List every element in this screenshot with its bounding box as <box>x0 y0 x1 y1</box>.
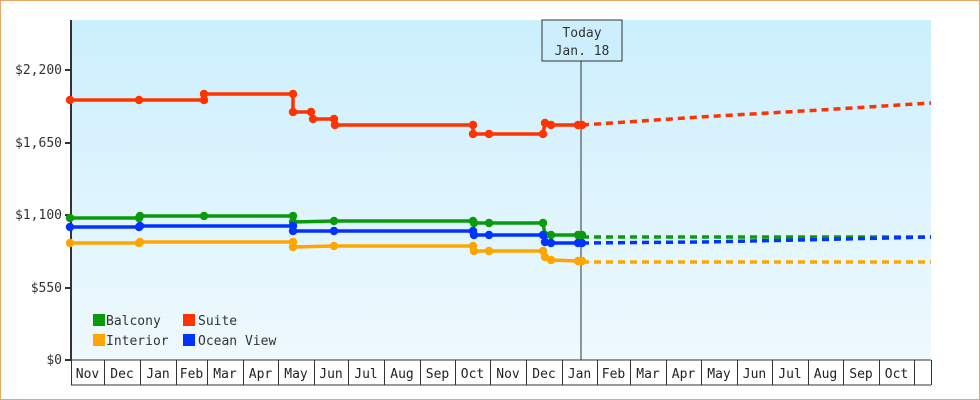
month-label: Dec <box>532 367 555 382</box>
data-point[interactable] <box>65 238 75 248</box>
data-point[interactable] <box>306 107 316 117</box>
month-label: Mar <box>213 367 237 382</box>
month-label: Oct <box>461 367 484 382</box>
month-label: Jan <box>568 367 591 382</box>
data-point[interactable] <box>468 129 478 139</box>
legend-label-balcony: Balcony <box>106 314 161 329</box>
data-point[interactable] <box>546 255 556 265</box>
month-label: Feb <box>602 367 626 382</box>
today-label-line1: Today <box>562 26 601 41</box>
data-point[interactable] <box>538 129 548 139</box>
y-tick-label: $2,200 <box>15 63 62 78</box>
today-marker: Today Jan. 18 <box>541 19 623 360</box>
data-point[interactable] <box>288 242 298 252</box>
data-point[interactable] <box>134 95 144 105</box>
data-point[interactable] <box>329 226 339 236</box>
data-point[interactable] <box>199 95 209 105</box>
legend-swatch-interior <box>93 334 105 346</box>
data-point[interactable] <box>538 218 548 228</box>
month-label: Jan <box>146 367 169 382</box>
today-label-box <box>541 19 623 62</box>
series-lines <box>65 89 932 266</box>
plot-area <box>71 20 931 360</box>
month-label: Jul <box>778 367 801 382</box>
data-point[interactable] <box>469 218 479 228</box>
month-label: Nov <box>76 367 100 382</box>
data-point[interactable] <box>484 218 494 228</box>
series-interior <box>65 237 931 266</box>
data-point[interactable] <box>469 230 479 240</box>
x-axis: Nov Dec Jan Feb Mar Apr May Jun Jul Aug Sep Oct Nov D… <box>71 359 932 386</box>
month-label: Aug <box>814 367 837 382</box>
data-point[interactable] <box>288 211 298 221</box>
legend-swatch-ocean-view <box>183 334 195 346</box>
month-label: Jun <box>319 367 342 382</box>
data-point[interactable] <box>577 238 587 248</box>
data-point[interactable] <box>288 107 298 117</box>
series-suite <box>65 89 932 139</box>
legend-label-suite: Suite <box>198 314 237 329</box>
forecast-line-ocean-view <box>581 235 932 245</box>
data-point[interactable] <box>577 256 587 266</box>
data-point[interactable] <box>135 237 145 247</box>
month-label: Apr <box>249 367 273 382</box>
data-point[interactable] <box>135 221 145 231</box>
month-label: Jul <box>354 367 377 382</box>
month-label: Aug <box>390 367 413 382</box>
y-tick-label: $0 <box>46 353 62 368</box>
data-point[interactable] <box>288 226 298 236</box>
data-point[interactable] <box>469 246 479 256</box>
data-point[interactable] <box>546 230 556 240</box>
month-label: Sep <box>426 367 450 382</box>
y-tick-label: $550 <box>31 281 62 296</box>
data-point[interactable] <box>65 213 75 223</box>
data-point[interactable] <box>546 238 556 248</box>
data-point[interactable] <box>329 216 339 226</box>
month-label: Jun <box>743 367 766 382</box>
data-point[interactable] <box>577 120 587 130</box>
legend-label-ocean-view: Ocean View <box>198 334 276 349</box>
data-point[interactable] <box>538 230 548 240</box>
month-label: Sep <box>849 367 873 382</box>
month-label: Dec <box>110 367 133 382</box>
data-point[interactable] <box>484 230 494 240</box>
month-label: Oct <box>885 367 908 382</box>
legend: Balcony Suite Interior Ocean View <box>93 314 276 349</box>
y-tick-label: $1,650 <box>15 136 62 151</box>
data-point[interactable] <box>468 120 478 130</box>
data-point[interactable] <box>484 246 494 256</box>
month-label: May <box>707 367 731 382</box>
data-point[interactable] <box>308 114 318 124</box>
data-point[interactable] <box>330 120 340 130</box>
data-point[interactable] <box>288 89 298 99</box>
month-label: Feb <box>180 367 204 382</box>
today-label-line2: Jan. 18 <box>555 44 610 59</box>
month-label: Nov <box>496 367 520 382</box>
legend-label-interior: Interior <box>106 334 169 349</box>
data-point[interactable] <box>199 89 209 99</box>
month-label: Mar <box>636 367 660 382</box>
data-point[interactable] <box>577 230 587 240</box>
forecast-line-suite <box>581 101 932 127</box>
data-point[interactable] <box>135 211 145 221</box>
month-label: Apr <box>672 367 696 382</box>
data-point[interactable] <box>546 120 556 130</box>
data-point[interactable] <box>65 222 75 232</box>
data-point[interactable] <box>199 211 209 221</box>
legend-swatch-balcony <box>93 314 105 326</box>
data-point[interactable] <box>65 95 75 105</box>
y-tick-label: $1,100 <box>15 208 62 223</box>
data-point[interactable] <box>329 241 339 251</box>
legend-swatch-suite <box>183 314 195 326</box>
data-point[interactable] <box>484 129 494 139</box>
series-ocean-view <box>65 221 932 248</box>
y-axis: $0 $550 $1,100 $1,650 $2,200 <box>15 20 72 368</box>
month-label: May <box>284 367 308 382</box>
